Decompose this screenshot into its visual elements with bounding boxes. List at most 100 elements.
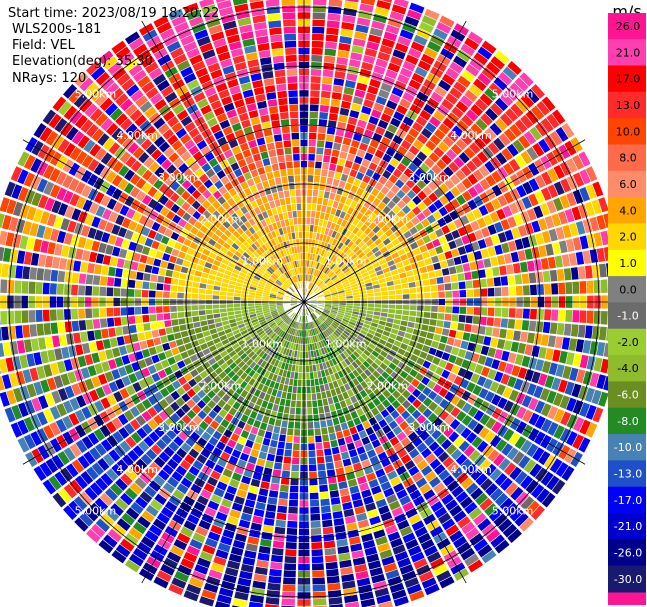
velocity-bin [231,472,242,482]
velocity-bin [21,310,29,323]
velocity-bin [37,337,47,350]
velocity-bin [363,247,371,255]
velocity-bin [397,73,410,85]
velocity-bin [613,261,621,277]
velocity-bin [202,330,211,337]
velocity-bin [405,374,415,384]
velocity-bin [360,303,368,307]
velocity-bin [321,286,328,291]
velocity-bin [265,270,272,276]
velocity-bin [208,24,223,35]
velocity-bin [316,147,324,155]
velocity-bin [348,372,356,380]
velocity-bin [309,275,312,282]
velocity-bin [444,178,455,190]
velocity-bin [486,317,494,327]
velocity-bin [324,304,332,307]
velocity-bin [263,393,271,402]
velocity-bin [499,92,514,107]
velocity-bin [342,93,353,103]
velocity-bin [455,264,464,273]
velocity-bin [360,329,368,336]
velocity-bin [548,362,558,376]
velocity-bin [53,375,64,389]
velocity-bin [459,306,467,315]
velocity-bin [5,357,15,372]
velocity-bin [411,216,420,226]
velocity-bin [507,352,517,364]
velocity-bin [356,212,364,221]
velocity-bin [274,282,281,288]
velocity-bin [324,278,331,284]
velocity-bin [314,310,321,316]
velocity-bin [307,414,313,422]
velocity-bin [212,290,220,295]
velocity-bin [178,218,187,228]
velocity-bin [448,240,457,250]
velocity-bin [115,268,123,278]
velocity-bin [81,406,92,420]
velocity-bin [256,270,264,276]
velocity-bin [50,228,60,242]
velocity-bin [362,539,376,550]
velocity-bin [196,230,205,239]
velocity-bin [393,279,401,285]
velocity-bin [416,293,424,299]
velocity-bin [348,321,356,326]
velocity-bin [308,146,316,154]
velocity-bin [222,191,232,201]
velocity-bin [290,303,298,306]
velocity-bin [335,209,342,217]
velocity-bin [298,281,301,289]
velocity-bin [445,67,460,80]
velocity-bin [367,194,376,203]
velocity-bin [312,232,317,240]
velocity-bin [220,362,229,371]
velocity-bin [294,260,298,268]
velocity-bin [242,284,250,289]
velocity-bin [421,127,433,139]
velocity-bin [177,305,184,312]
velocity-bin [492,266,500,277]
velocity-bin [343,508,355,518]
velocity-bin [224,328,232,334]
velocity-bin [191,287,199,294]
velocity-bin [521,236,531,249]
velocity-bin [489,435,502,448]
velocity-bin [171,140,183,151]
velocity-bin [89,502,104,517]
velocity-bin [448,266,457,275]
velocity-bin [264,286,272,291]
velocity-bin [465,128,478,141]
velocity-bin [309,306,315,312]
velocity-bin [180,477,193,489]
velocity-bin [238,519,251,529]
velocity-bin [292,321,296,328]
velocity-bin [236,278,244,284]
velocity-bin [305,231,310,239]
velocity-bin [371,439,381,449]
velocity-bin [184,454,196,465]
velocity-bin [240,224,248,232]
velocity-bin [540,334,549,347]
velocity-bin [541,492,556,508]
velocity-bin [135,315,143,324]
velocity-bin [468,449,481,462]
velocity-bin [343,316,351,321]
velocity-bin [147,364,157,375]
velocity-bin [171,122,183,133]
velocity-bin [137,263,146,272]
velocity-bin [151,240,160,250]
velocity-bin [547,421,559,436]
velocity-bin [330,439,338,448]
velocity-bin [98,350,107,362]
velocity-bin [336,408,344,417]
velocity-bin [565,282,573,295]
velocity-bin [373,102,385,112]
velocity-bin [249,313,257,318]
velocity-bin [383,130,395,140]
velocity-bin [26,206,37,221]
velocity-bin [260,151,269,160]
velocity-bin [418,21,434,34]
velocity-bin [410,551,425,563]
